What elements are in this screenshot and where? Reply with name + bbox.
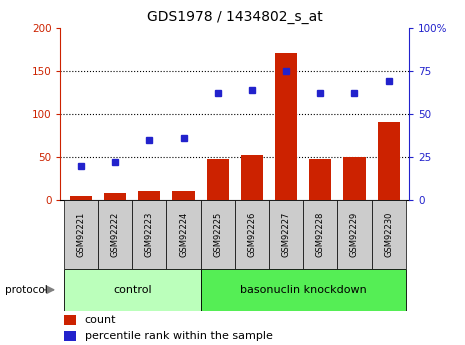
- Bar: [200, 200, 235, 269]
- Bar: [200, 269, 406, 310]
- Text: GSM92230: GSM92230: [384, 212, 393, 257]
- Text: GSM92226: GSM92226: [247, 212, 256, 257]
- Bar: [132, 200, 166, 269]
- Bar: [275, 53, 297, 200]
- Bar: [64, 269, 200, 310]
- Bar: [64, 315, 76, 325]
- Text: GSM92228: GSM92228: [316, 212, 325, 257]
- Bar: [338, 200, 372, 269]
- Text: GSM92222: GSM92222: [111, 212, 120, 257]
- Text: GSM92223: GSM92223: [145, 212, 154, 257]
- Text: percentile rank within the sample: percentile rank within the sample: [85, 331, 273, 341]
- Bar: [104, 193, 126, 200]
- Bar: [269, 200, 303, 269]
- Bar: [235, 200, 269, 269]
- Text: GSM92227: GSM92227: [282, 212, 291, 257]
- Bar: [343, 157, 365, 200]
- Bar: [173, 190, 195, 200]
- Text: GSM92225: GSM92225: [213, 212, 222, 257]
- Text: protocol: protocol: [5, 285, 47, 295]
- Bar: [303, 200, 338, 269]
- Bar: [70, 196, 92, 200]
- Bar: [309, 159, 332, 200]
- Bar: [206, 159, 229, 200]
- Text: count: count: [85, 315, 116, 325]
- Text: GSM92221: GSM92221: [76, 212, 86, 257]
- Text: basonuclin knockdown: basonuclin knockdown: [240, 285, 366, 295]
- Bar: [98, 200, 132, 269]
- Text: GSM92224: GSM92224: [179, 212, 188, 257]
- Text: GSM92229: GSM92229: [350, 212, 359, 257]
- Title: GDS1978 / 1434802_s_at: GDS1978 / 1434802_s_at: [147, 10, 323, 24]
- Bar: [64, 331, 76, 341]
- Text: control: control: [113, 285, 152, 295]
- Bar: [64, 200, 98, 269]
- Bar: [166, 200, 200, 269]
- Bar: [378, 122, 400, 200]
- Bar: [372, 200, 406, 269]
- Bar: [138, 190, 160, 200]
- Bar: [241, 155, 263, 200]
